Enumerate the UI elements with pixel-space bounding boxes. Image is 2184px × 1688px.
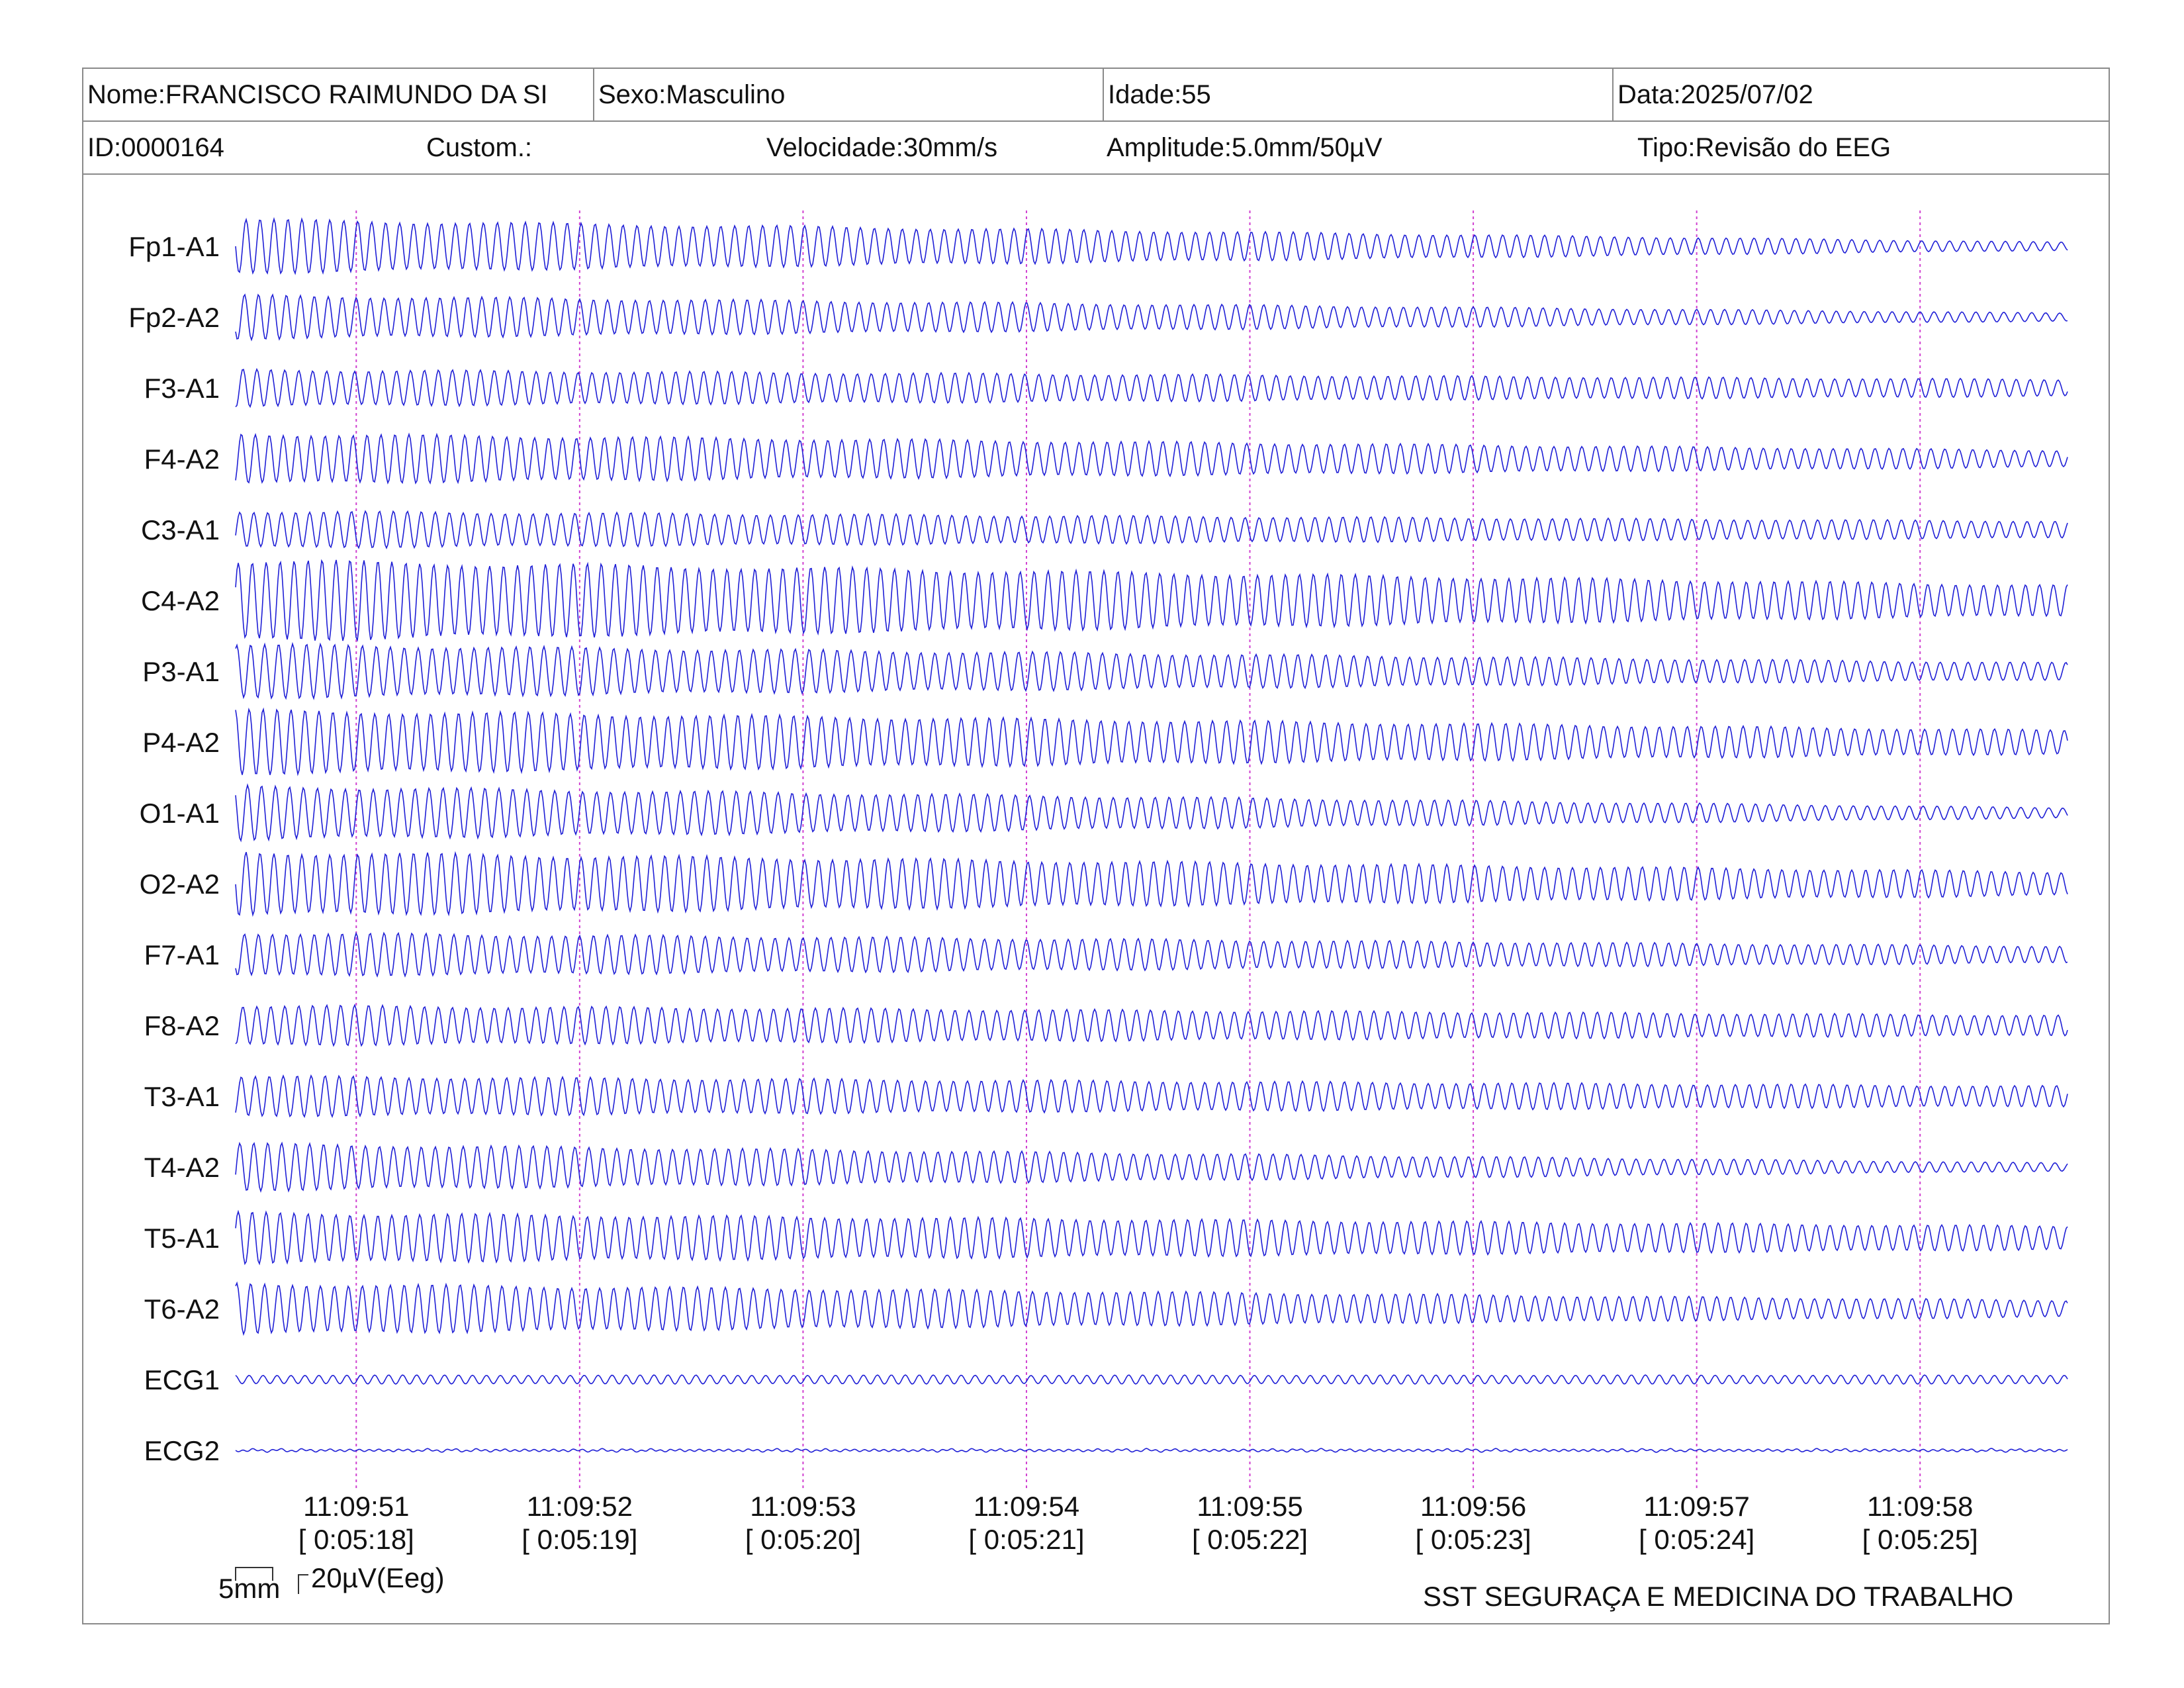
patient-name: Nome:FRANCISCO RAIMUNDO DA SI	[87, 79, 548, 109]
time-tick-clock: 11:09:58	[1867, 1491, 1973, 1522]
channel-label: Fp2-A2	[128, 302, 220, 333]
channel-label: ECG2	[144, 1435, 220, 1466]
time-tick-clock: 11:09:54	[974, 1491, 1079, 1522]
channel-label: T6-A2	[144, 1293, 220, 1325]
time-tick-elapsed: [ 0:05:23]	[1416, 1524, 1531, 1555]
channel-trace	[235, 1004, 2068, 1047]
exam-type: Tipo:Revisão do EEG	[1637, 132, 1891, 162]
amplitude-scale-mark	[298, 1574, 308, 1594]
time-tick-elapsed: [ 0:05:25]	[1862, 1524, 1978, 1555]
channel-label: F8-A2	[144, 1010, 220, 1041]
time-tick-elapsed: [ 0:05:19]	[522, 1524, 637, 1555]
time-tick-elapsed: [ 0:05:20]	[745, 1524, 861, 1555]
patient-age: Idade:55	[1103, 69, 1612, 120]
channel-trace	[235, 1209, 2068, 1266]
channel-label: F7-A1	[144, 939, 220, 970]
time-tick-elapsed: [ 0:05:21]	[968, 1524, 1084, 1555]
custom-field: Custom.:	[426, 132, 533, 162]
channel-trace	[235, 367, 2068, 408]
channel-trace	[235, 931, 2068, 978]
patient-sex: Sexo:Masculino	[593, 69, 1103, 120]
organization-name: SST SEGURAÇA E MEDICINA DO TRABALHO	[1423, 1581, 2014, 1612]
time-tick-elapsed: [ 0:05:18]	[298, 1524, 414, 1555]
time-tick-clock: 11:09:53	[750, 1491, 856, 1522]
channel-trace	[235, 1141, 2068, 1194]
channel-label: P4-A2	[142, 727, 220, 758]
report-frame: Nome:FRANCISCO RAIMUNDO DA SI Sexo:Mascu…	[82, 68, 2110, 1624]
channel-label: F4-A2	[144, 444, 220, 475]
channel-label: ECG1	[144, 1364, 220, 1395]
channel-trace	[235, 559, 2068, 642]
time-tick-clock: 11:09:57	[1643, 1491, 1749, 1522]
channel-trace	[235, 707, 2068, 776]
channel-trace	[235, 851, 2068, 917]
channel-trace	[235, 510, 2068, 549]
time-tick-clock: 11:09:56	[1420, 1491, 1526, 1522]
channel-trace	[235, 783, 2068, 843]
channel-label: P3-A1	[142, 656, 220, 687]
time-tick-elapsed: [ 0:05:22]	[1192, 1524, 1308, 1555]
amplitude-setting: Amplitude:5.0mm/50µV	[1107, 132, 1383, 162]
channel-trace	[235, 1374, 2068, 1385]
time-tick-clock: 11:09:52	[527, 1491, 633, 1522]
patient-id: ID:0000164	[87, 132, 224, 162]
time-tick-clock: 11:09:51	[303, 1491, 409, 1522]
channel-trace	[235, 1448, 2068, 1453]
time-tick-elapsed: [ 0:05:24]	[1639, 1524, 1754, 1555]
exam-date: Data:2025/07/02	[1612, 69, 2109, 120]
channel-trace	[235, 1074, 2068, 1119]
channel-label: F3-A1	[144, 373, 220, 404]
time-scale-bar	[235, 1567, 273, 1581]
channel-label: Fp1-A1	[128, 231, 220, 262]
channel-label: C3-A1	[141, 514, 220, 545]
channel-trace	[235, 216, 2068, 275]
speed-setting: Velocidade:30mm/s	[766, 132, 998, 162]
header-row-settings: ID:0000164 Custom.: Velocidade:30mm/s Am…	[83, 122, 2109, 175]
header-row-patient: Nome:FRANCISCO RAIMUNDO DA SI Sexo:Mascu…	[83, 69, 2109, 122]
amplitude-scale-label: 20µV(Eeg)	[311, 1562, 445, 1593]
channel-label: O2-A2	[140, 868, 220, 900]
channel-trace	[235, 293, 2068, 342]
channel-label: T3-A1	[144, 1081, 220, 1112]
channel-trace	[235, 432, 2068, 485]
channel-label: O1-A1	[140, 798, 220, 829]
channel-trace	[235, 1281, 2068, 1336]
channel-label: C4-A2	[141, 585, 220, 616]
channel-label: T4-A2	[144, 1152, 220, 1183]
channel-trace	[235, 641, 2068, 700]
channel-label: T5-A1	[144, 1223, 220, 1254]
time-scale-label: 5mm	[218, 1573, 281, 1604]
time-tick-clock: 11:09:55	[1197, 1491, 1302, 1522]
